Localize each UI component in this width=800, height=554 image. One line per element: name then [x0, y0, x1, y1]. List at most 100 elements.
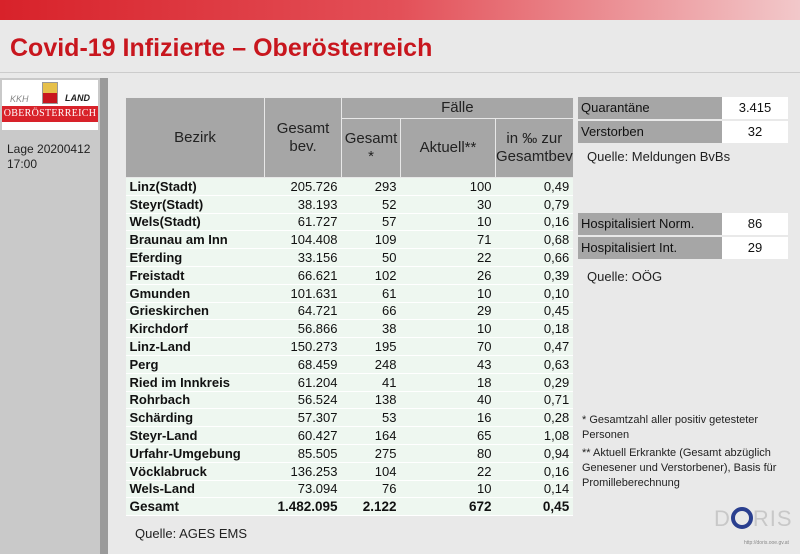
divider — [0, 72, 800, 73]
cell-aktuell: 65 — [400, 426, 496, 445]
cell-bezirk: Urfahr-Umgebung — [125, 444, 265, 463]
cell-promille: 0,66 — [495, 248, 574, 267]
cell-gesamt: 109 — [341, 230, 401, 250]
cell-promille: 0,10 — [495, 284, 574, 303]
table-row: Perg 68.459 248 43 0,63 — [125, 355, 574, 374]
quarantine-box: Quarantäne 3.415 Verstorben 32 — [578, 97, 788, 143]
cell-promille: 0,79 — [495, 195, 574, 214]
cell-bezirk: Schärding — [125, 408, 265, 428]
cell-bezirk: Steyr(Stadt) — [125, 195, 265, 214]
source-oeg: Quelle: OÖG — [587, 269, 663, 284]
cell-gesamt: 41 — [341, 373, 401, 392]
lage-timestamp: Lage 20200412 17:00 — [7, 142, 91, 171]
cell-aktuell: 22 — [400, 462, 496, 481]
cell-gesamt-bev: 56.524 — [264, 391, 342, 410]
cell-gesamt-bev: 60.427 — [264, 426, 342, 445]
doris-logo: D RIS http://doris.ooe.gv.at — [714, 506, 798, 552]
cell-bezirk: Rohrbach — [125, 391, 265, 410]
cell-gesamt-bev: 68.459 — [264, 355, 342, 374]
cell-bezirk: Wels(Stadt) — [125, 213, 265, 232]
table-row: Vöcklabruck 136.253 104 22 0,16 — [125, 462, 574, 481]
cell-gesamt: 57 — [341, 213, 401, 232]
cell-aktuell: 10 — [400, 284, 496, 303]
cell-gesamt-bev: 1.482.095 — [264, 497, 342, 517]
table-row: Schärding 57.307 53 16 0,28 — [125, 408, 574, 428]
label-hosp-norm: Hospitalisiert Norm. — [578, 213, 722, 235]
hospital-box: Hospitalisiert Norm. 86 Hospitalisiert In… — [578, 213, 788, 259]
header-aktuell: Aktuell** — [400, 118, 496, 178]
cell-aktuell: 43 — [400, 355, 496, 374]
header-faelle: Fälle — [341, 97, 574, 119]
cell-aktuell: 29 — [400, 302, 496, 321]
cell-gesamt-bev: 64.721 — [264, 302, 342, 321]
table-row: Wels(Stadt) 61.727 57 10 0,16 — [125, 213, 574, 232]
cell-bezirk: Gesamt — [125, 497, 265, 517]
footnote-aktuell: ** Aktuell Erkrankte (Gesamt abzüglich G… — [582, 447, 777, 489]
cell-promille: 0,29 — [495, 373, 574, 392]
table-row: Rohrbach 56.524 138 40 0,71 — [125, 391, 574, 410]
table-row: Kirchdorf 56.866 38 10 0,18 — [125, 319, 574, 339]
doris-o-icon — [730, 507, 753, 529]
cell-gesamt-bev: 38.193 — [264, 195, 342, 214]
cell-aktuell: 80 — [400, 444, 496, 463]
cell-gesamt-bev: 66.621 — [264, 266, 342, 285]
header-bezirk: Bezirk — [125, 97, 265, 178]
value-hosp-norm: 86 — [722, 213, 788, 235]
cell-gesamt-bev: 136.253 — [264, 462, 342, 481]
cell-promille: 0,49 — [495, 177, 574, 196]
value-verstorben: 32 — [722, 121, 788, 143]
cell-gesamt: 38 — [341, 319, 401, 339]
cell-promille: 0,16 — [495, 462, 574, 481]
district-table: Bezirk Gesamt bev. Fälle Gesamt * Aktuell**… — [125, 97, 574, 517]
label-quarantaene: Quarantäne — [578, 97, 722, 119]
top-banner — [0, 0, 800, 20]
cell-bezirk: Kirchdorf — [125, 319, 265, 339]
total-row: Gesamt 1.482.095 2.122 672 0,45 — [125, 497, 574, 517]
cell-bezirk: Braunau am Inn — [125, 230, 265, 250]
cell-bezirk: Linz(Stadt) — [125, 177, 265, 196]
cell-aktuell: 30 — [400, 195, 496, 214]
cell-gesamt: 66 — [341, 302, 401, 321]
source-bvbs: Quelle: Meldungen BvBs — [587, 149, 731, 164]
table-row: Braunau am Inn 104.408 109 71 0,68 — [125, 230, 574, 250]
cell-gesamt: 76 — [341, 480, 401, 499]
table-row: Linz-Land 150.273 195 70 0,47 — [125, 337, 574, 356]
doris-d: D — [714, 506, 731, 531]
label-hosp-int: Hospitalisiert Int. — [578, 237, 722, 259]
cell-gesamt-bev: 205.726 — [264, 177, 342, 196]
cell-gesamt: 293 — [341, 177, 401, 196]
land-ooe-logo: KKH LAND OBERÖSTERREICH — [2, 80, 98, 130]
label-verstorben: Verstorben — [578, 121, 722, 143]
cell-bezirk: Wels-Land — [125, 480, 265, 499]
header-gesamt-bev: Gesamt bev. — [264, 97, 342, 178]
page-title: Covid-19 Infizierte – Oberösterreich — [10, 34, 433, 62]
table-row: Urfahr-Umgebung 85.505 275 80 0,94 — [125, 444, 574, 463]
cell-aktuell: 16 — [400, 408, 496, 428]
cell-gesamt: 61 — [341, 284, 401, 303]
doris-url: http://doris.ooe.gv.at — [744, 540, 789, 546]
table-row: Linz(Stadt) 205.726 293 100 0,49 — [125, 177, 574, 196]
left-stripe — [100, 78, 108, 554]
cell-promille: 0,16 — [495, 213, 574, 232]
cell-aktuell: 672 — [400, 497, 496, 517]
cell-gesamt-bev: 101.631 — [264, 284, 342, 303]
cell-bezirk: Linz-Land — [125, 337, 265, 356]
table-row: Grieskirchen 64.721 66 29 0,45 — [125, 302, 574, 321]
cell-gesamt: 248 — [341, 355, 401, 374]
cell-gesamt-bev: 73.094 — [264, 480, 342, 499]
cell-bezirk: Eferding — [125, 248, 265, 267]
table-row: Wels-Land 73.094 76 10 0,14 — [125, 480, 574, 499]
cell-promille: 0,68 — [495, 230, 574, 250]
source-ages: Quelle: AGES EMS — [135, 526, 247, 541]
cell-aktuell: 10 — [400, 213, 496, 232]
cell-aktuell: 40 — [400, 391, 496, 410]
cell-promille: 1,08 — [495, 426, 574, 445]
cell-aktuell: 100 — [400, 177, 496, 196]
logo-kkh: KKH — [10, 94, 29, 104]
value-hosp-int: 29 — [722, 237, 788, 259]
cell-promille: 0,28 — [495, 408, 574, 428]
cell-gesamt-bev: 104.408 — [264, 230, 342, 250]
cell-gesamt-bev: 85.505 — [264, 444, 342, 463]
cell-promille: 0,47 — [495, 337, 574, 356]
cell-bezirk: Ried im Innkreis — [125, 373, 265, 392]
